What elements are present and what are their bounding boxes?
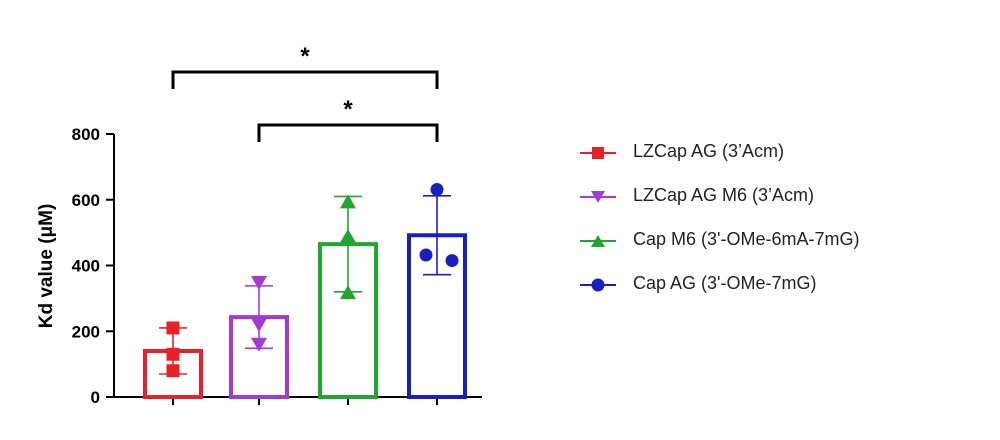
significance-label: *	[300, 43, 310, 70]
y-tick-label: 600	[72, 191, 100, 210]
data-point	[340, 285, 356, 300]
data-point	[251, 337, 267, 352]
y-tick-label: 800	[72, 125, 100, 144]
data-point	[430, 183, 444, 197]
data-point	[419, 248, 433, 262]
y-tick-label: 200	[72, 322, 100, 341]
data-point	[166, 321, 180, 335]
data-point	[251, 275, 267, 290]
data-point	[166, 364, 180, 378]
significance-bracket	[171, 70, 439, 89]
y-tick-label: 0	[91, 388, 100, 407]
data-point	[166, 347, 180, 361]
legend-item: LZCap AG (3’Acm)	[578, 140, 988, 184]
legend-label: LZCap AG (3’Acm)	[633, 141, 785, 161]
legend-label: Cap AG (3'-OMe-7mG)	[633, 273, 817, 293]
legend-marker-circle	[580, 278, 616, 292]
significance-label: *	[343, 96, 353, 123]
legend-label: LZCap AG M6 (3’Acm)	[633, 185, 815, 205]
data-point	[251, 318, 267, 333]
significance-bracket	[257, 123, 439, 142]
y-tick-label: 400	[72, 257, 100, 276]
data-point	[340, 194, 356, 209]
legend-marker-triangle-down	[580, 191, 616, 203]
legend-marker-triangle-up	[580, 235, 616, 247]
legend-item: Cap AG (3'-OMe-7mG)	[578, 272, 988, 316]
data-point	[445, 254, 459, 268]
legend-marker-square	[580, 147, 616, 159]
y-axis-title: Kd value (μM)	[36, 204, 57, 329]
legend: LZCap AG (3’Acm) LZCap AG M6 (3’Acm) Cap…	[578, 140, 988, 316]
legend-item: LZCap AG M6 (3’Acm)	[578, 184, 988, 228]
legend-item: Cap M6 (3'-OMe-6mA-7mG)	[578, 228, 988, 272]
legend-label: Cap M6 (3'-OMe-6mA-7mG)	[633, 229, 860, 249]
data-point	[340, 228, 356, 243]
